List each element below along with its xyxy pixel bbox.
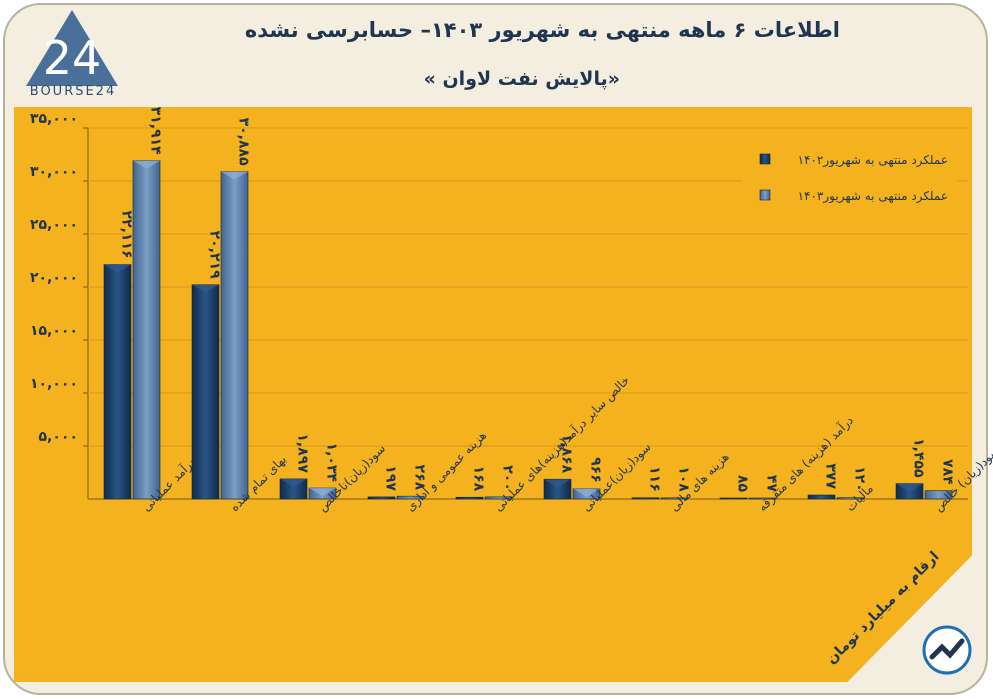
- bar-cap: [192, 284, 219, 293]
- bar-cap: [133, 160, 160, 169]
- bar-value-label: ۱,۸۶۸: [559, 434, 575, 474]
- bar-value-label: ۳۷۷: [823, 463, 839, 489]
- bar-value-label: ۲۰۰: [500, 465, 516, 491]
- bar-1402: [367, 496, 396, 500]
- y-tick-label: ۳۵,۰۰۰: [30, 111, 78, 127]
- bar-cap: [544, 479, 571, 488]
- legend-label: عملکرد منتهی به شهریور۱۴۰۲: [798, 153, 948, 168]
- bar-value-label: ۳۱,۹۱۴: [148, 107, 164, 155]
- y-tick-label: ۳۰,۰۰۰: [30, 164, 78, 180]
- bar-cap: [221, 171, 248, 180]
- y-tick-label: ۵,۰۰۰: [39, 429, 79, 445]
- bar-1403: [132, 160, 161, 500]
- bar-1403: [484, 496, 513, 500]
- bar-cap: [280, 478, 307, 487]
- bar-value-label: ۱۹۷: [383, 465, 399, 491]
- bar-1403: [748, 497, 777, 500]
- bar-1402: [191, 284, 220, 500]
- bar-value-label: ۳۰,۸۸۵: [236, 118, 252, 166]
- legend-swatch: [759, 153, 771, 165]
- bar-1402: [631, 497, 660, 500]
- page-title: اطلاعات ۶ ماهه منتهی به شهریور ۱۴۰۳– حسا…: [244, 18, 840, 42]
- y-tick-label: ۱۵,۰۰۰: [30, 323, 78, 339]
- bar-value-label: ۱,۴۵۵: [911, 438, 927, 478]
- y-tick-label: ۲۰,۰۰۰: [30, 270, 78, 286]
- bar-1402: [719, 497, 748, 500]
- legend-box: [742, 145, 958, 217]
- logo-text: BOURSE24: [29, 84, 117, 99]
- bar-1403: [924, 490, 953, 500]
- bar-cap: [309, 488, 336, 497]
- bar-value-label: ۱,۰۳۴: [324, 443, 340, 483]
- bar-value-label: ۱۱۶: [647, 466, 663, 492]
- bourse24-logo: 24: [26, 10, 118, 86]
- bar-1402: [807, 494, 836, 500]
- bar-cap: [896, 483, 923, 492]
- bar-value-label: ۲۰,۲۱۹: [207, 231, 223, 279]
- bar-1402: [455, 496, 484, 500]
- bar-cap: [104, 264, 131, 273]
- bar-1403: [660, 497, 689, 500]
- bar-cap: [573, 488, 600, 497]
- legend-swatch: [759, 189, 771, 201]
- trend-icon: [922, 625, 972, 675]
- bar-value-label: ۸۵: [735, 475, 751, 493]
- bar-value-label: ۲۶۸: [412, 465, 428, 491]
- bar-1403: [396, 495, 425, 500]
- page-subtitle: «پالایش نفت لاوان »: [423, 68, 620, 90]
- y-tick-label: ۲۵,۰۰۰: [30, 217, 78, 233]
- logo-number: 24: [43, 31, 102, 85]
- y-tick-label: ۱۰,۰۰۰: [30, 376, 78, 392]
- bar-1403: [220, 171, 249, 500]
- bar-1402: [103, 264, 132, 500]
- bar-1403: [836, 497, 865, 500]
- bar-value-label: ۴۷: [764, 475, 780, 493]
- bar-value-label: ۷۸۴: [940, 459, 956, 485]
- bar-value-label: ۲۲,۱۱۶: [119, 211, 135, 259]
- bar-value-label: ۱۲۰: [852, 466, 868, 492]
- legend-label: عملکرد منتهی به شهریور۱۴۰۳: [798, 189, 948, 204]
- bar-value-label: ۱۰۸: [676, 466, 692, 492]
- bar-value-label: ۱۶۸: [471, 466, 487, 492]
- bar-value-label: ۹۶۶: [588, 457, 604, 483]
- bar-value-label: ۱,۸۹۷: [295, 433, 311, 473]
